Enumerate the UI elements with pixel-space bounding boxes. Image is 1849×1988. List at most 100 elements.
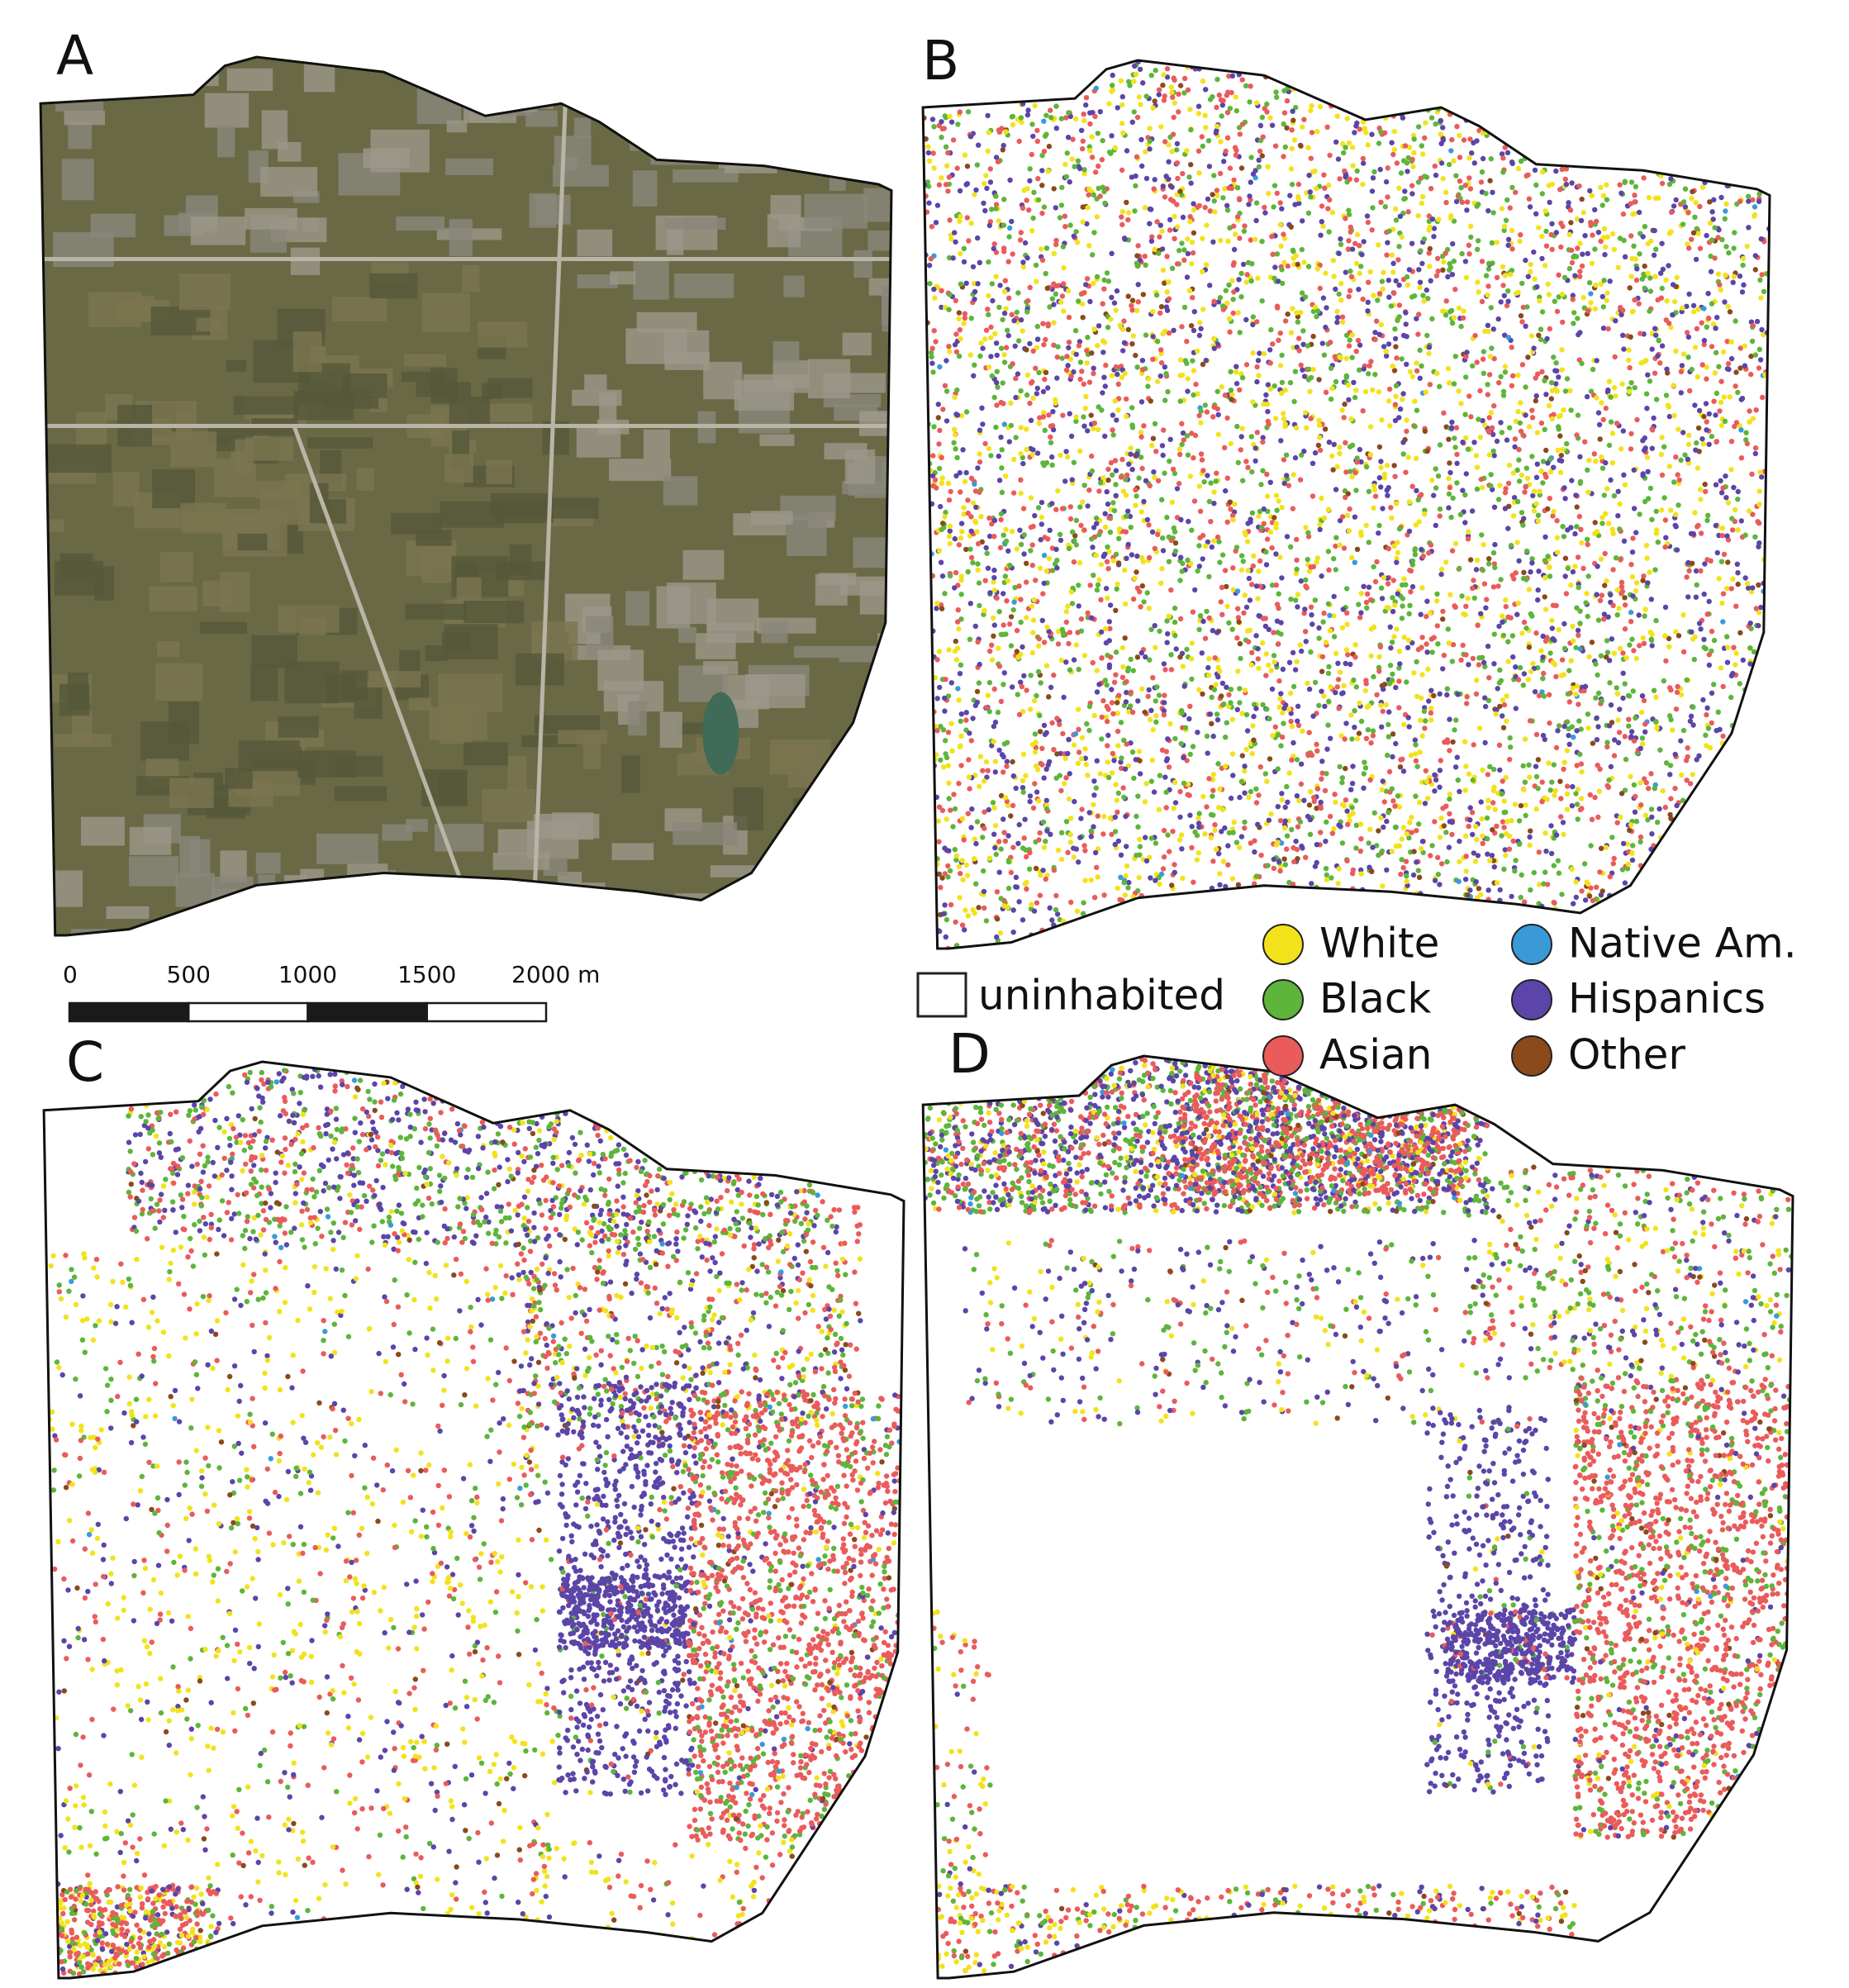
person-dot — [1467, 557, 1474, 563]
person-dot — [1558, 796, 1564, 801]
person-dot — [1076, 298, 1081, 304]
person-dot — [1072, 328, 1079, 334]
person-dot — [1059, 506, 1066, 511]
person-dot — [1706, 315, 1712, 321]
person-dot — [1152, 545, 1158, 551]
person-dot — [1376, 522, 1382, 529]
person-dot — [1095, 813, 1101, 819]
person-dot — [1346, 397, 1352, 402]
person-dot — [1212, 822, 1218, 828]
person-dot — [1143, 781, 1149, 787]
person-dot — [1080, 315, 1086, 321]
person-dot — [1344, 586, 1350, 592]
person-dot — [1065, 454, 1071, 460]
person-dot — [963, 862, 970, 868]
person-dot — [1267, 716, 1272, 722]
person-dot — [1533, 182, 1539, 188]
person-dot — [1234, 706, 1241, 712]
person-dot — [1414, 368, 1420, 373]
satellite-patch — [673, 169, 739, 183]
person-dot — [1590, 740, 1596, 746]
person-dot — [1438, 571, 1444, 578]
person-dot — [1276, 704, 1282, 710]
person-dot — [1102, 200, 1108, 207]
person-dot — [1001, 142, 1006, 149]
person-dot — [1628, 430, 1634, 437]
person-dot — [1447, 792, 1453, 797]
person-dot — [1538, 420, 1545, 426]
person-dot — [1161, 827, 1167, 834]
person-dot — [1222, 186, 1228, 192]
person-dot — [1066, 314, 1072, 321]
person-dot — [986, 259, 991, 265]
person-dot — [1687, 388, 1693, 394]
person-dot — [1422, 725, 1428, 731]
person-dot — [1659, 285, 1666, 292]
person-dot — [977, 754, 984, 759]
person-dot — [1032, 512, 1038, 519]
person-dot — [1352, 642, 1358, 648]
person-dot — [992, 823, 999, 829]
person-dot — [1433, 522, 1439, 529]
person-dot — [1390, 151, 1396, 158]
person-dot — [1187, 214, 1193, 220]
person-dot — [1226, 830, 1233, 836]
person-dot — [987, 648, 993, 654]
person-dot — [1756, 610, 1762, 616]
person-dot — [1682, 452, 1688, 458]
person-dot — [957, 218, 963, 224]
satellite-patch — [515, 902, 543, 935]
person-dot — [1575, 412, 1581, 418]
person-dot — [988, 453, 994, 459]
person-dot — [1531, 249, 1537, 255]
person-dot — [1174, 147, 1180, 153]
person-dot — [1723, 273, 1728, 278]
person-dot — [1041, 342, 1047, 348]
satellite-patch — [706, 622, 754, 644]
person-dot — [1210, 628, 1216, 634]
satellite-patch — [155, 663, 203, 701]
person-dot — [1210, 733, 1216, 740]
person-dot — [1018, 597, 1024, 602]
person-dot — [1174, 140, 1181, 147]
person-dot — [1096, 577, 1102, 583]
person-dot — [991, 587, 997, 593]
person-dot — [963, 907, 968, 913]
person-dot — [996, 478, 1003, 483]
person-dot — [962, 927, 967, 933]
person-dot — [1357, 700, 1362, 706]
person-dot — [1124, 844, 1129, 849]
person-dot — [1414, 455, 1419, 461]
person-dot — [1527, 424, 1533, 430]
person-dot — [1483, 605, 1489, 611]
person-dot — [1053, 205, 1059, 211]
person-dot — [1317, 521, 1323, 528]
person-dot — [1366, 488, 1372, 494]
person-dot — [1066, 736, 1072, 743]
person-dot — [1370, 733, 1376, 739]
person-dot — [1039, 183, 1045, 188]
person-dot — [1169, 149, 1175, 155]
person-dot — [1666, 263, 1671, 269]
person-dot — [1214, 406, 1221, 412]
satellite-patch — [535, 194, 571, 225]
person-dot — [1413, 793, 1419, 799]
person-dot — [1627, 285, 1633, 291]
person-dot — [1164, 74, 1171, 80]
person-dot — [1735, 488, 1741, 495]
person-dot — [1214, 341, 1221, 347]
person-dot — [1327, 612, 1333, 618]
person-dot — [1102, 524, 1109, 530]
person-dot — [1459, 593, 1465, 599]
person-dot — [1556, 870, 1562, 876]
person-dot — [1437, 506, 1443, 512]
person-dot — [1666, 644, 1672, 649]
person-dot — [1227, 329, 1233, 335]
person-dot — [1250, 399, 1256, 405]
person-dot — [1287, 193, 1293, 198]
person-dot — [1214, 193, 1220, 198]
person-dot — [1281, 121, 1286, 127]
satellite-patch — [405, 603, 467, 620]
person-dot — [1037, 565, 1043, 571]
person-dot — [1153, 698, 1159, 704]
